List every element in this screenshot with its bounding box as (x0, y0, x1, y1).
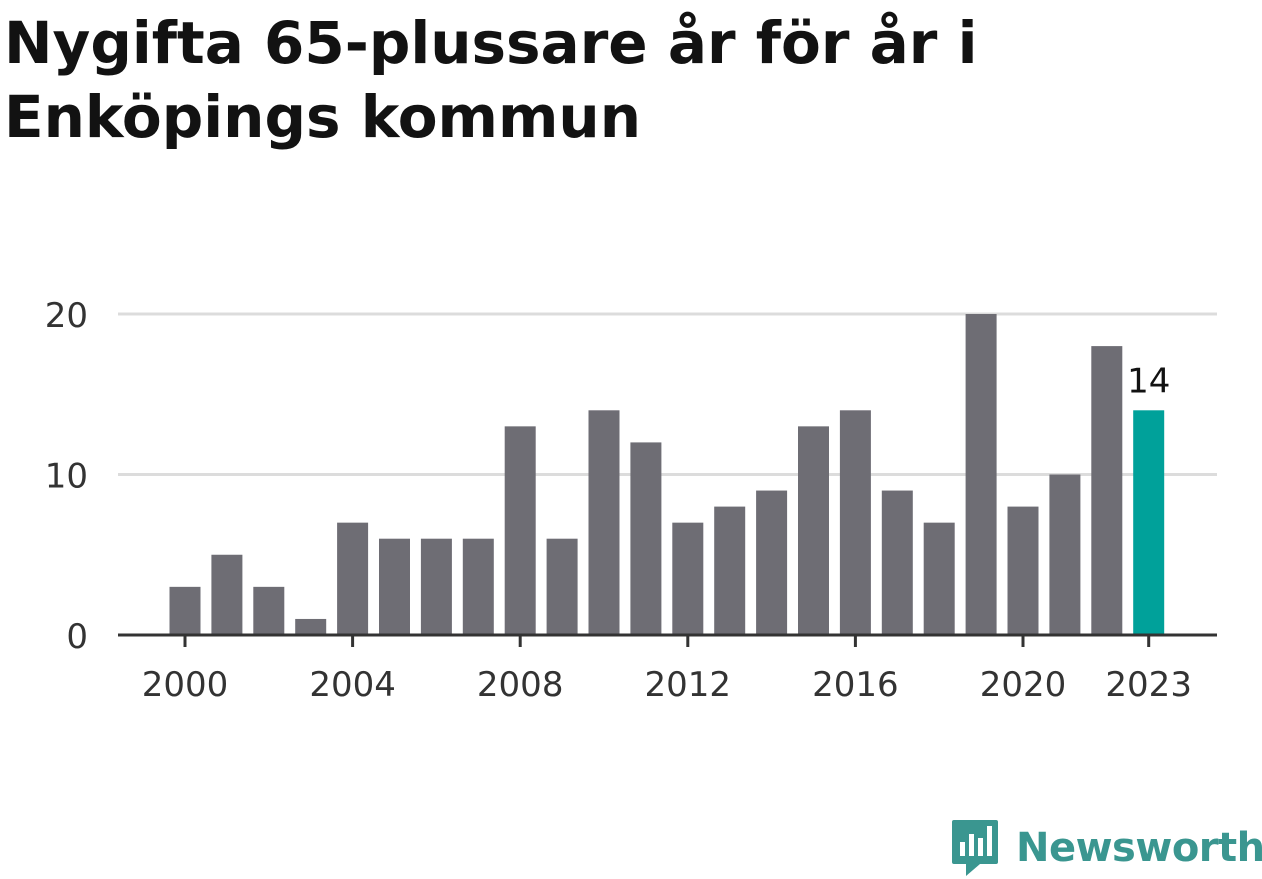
bar (630, 442, 662, 635)
bar (839, 410, 871, 635)
x-tick-label: 2008 (477, 665, 564, 705)
bar (1133, 410, 1165, 635)
bar (756, 490, 788, 635)
y-tick-label: 10 (45, 457, 88, 497)
y-tick-label: 0 (66, 617, 88, 657)
bar (211, 554, 243, 635)
x-tick-label: 2023 (1105, 665, 1192, 705)
bar (420, 538, 452, 635)
x-tick-label: 2012 (645, 665, 732, 705)
bar (546, 538, 578, 635)
data-label: 14 (1127, 361, 1170, 401)
x-tick-label: 2020 (980, 665, 1067, 705)
bar (169, 586, 201, 635)
bar (337, 522, 369, 635)
bar (379, 538, 410, 635)
x-tick-label: 2004 (309, 665, 396, 705)
bar (253, 586, 285, 635)
brand-name: Newsworthy (1016, 825, 1262, 871)
bar (923, 522, 955, 635)
bar (714, 506, 746, 635)
bar (462, 538, 494, 635)
bar (295, 618, 327, 635)
bar (588, 410, 620, 635)
bar (798, 426, 829, 635)
bar (1049, 474, 1081, 635)
x-tick-label: 2016 (812, 665, 899, 705)
newsworthy-logo: Newsworthy (950, 818, 1262, 878)
bar (881, 490, 913, 635)
bar (965, 314, 997, 635)
chart-title: Nygifta 65-plussare år för år i Enköping… (4, 9, 978, 151)
bar (672, 522, 704, 635)
x-tick-label: 2000 (142, 665, 229, 705)
newsworthy-icon (952, 820, 998, 876)
bar (504, 426, 536, 635)
bar (1091, 346, 1123, 635)
y-tick-label: 20 (45, 296, 88, 336)
bar (1007, 506, 1039, 635)
